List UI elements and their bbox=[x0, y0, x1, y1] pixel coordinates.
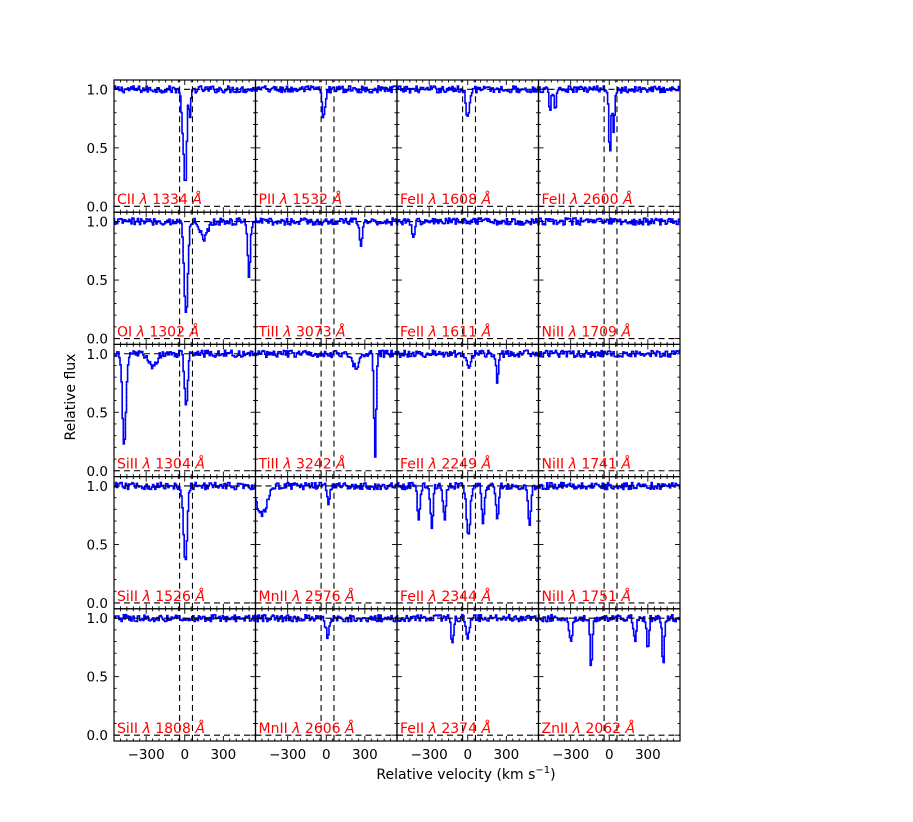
y-tick-label: 0.5 bbox=[87, 141, 108, 157]
x-tick-label: 0 bbox=[463, 747, 472, 763]
panel-label: TiII λ 3242 Å bbox=[258, 456, 346, 473]
panel-label: OI λ 1302 Å bbox=[117, 323, 199, 340]
x-tick-label: −300 bbox=[269, 747, 306, 763]
panel-label: NiII λ 1751 Å bbox=[542, 588, 631, 605]
y-tick-label: 1.0 bbox=[87, 347, 108, 363]
panel-znii-2062: ZnII λ 2062 Å −300 0 300 bbox=[537, 608, 681, 763]
spectrum-line bbox=[114, 349, 256, 445]
panel-mnii-2576: MnII λ 2576 Å bbox=[254, 476, 398, 610]
panel-tiii-3242: TiII λ 3242 Å bbox=[254, 343, 398, 478]
spectrum-line bbox=[538, 217, 680, 226]
x-tick-label: 300 bbox=[352, 747, 378, 763]
panel-pii-1532: PII λ 1532 Å bbox=[254, 79, 398, 213]
panel-niii-1751: NiII λ 1751 Å bbox=[537, 476, 681, 610]
y-tick-label: 0.0 bbox=[87, 464, 108, 480]
panel-label: FeII λ 1608 Å bbox=[400, 191, 491, 208]
spectrum-line bbox=[538, 349, 680, 358]
spectrum-line bbox=[397, 85, 539, 117]
spectrum-line bbox=[255, 217, 397, 247]
panel-label: MnII λ 2576 Å bbox=[259, 588, 355, 605]
panel-siii-1808: SiII λ 1808 Å 0.0 0.5 1.0 −300 0 300 bbox=[87, 608, 257, 763]
panel-label: FeII λ 2374 Å bbox=[400, 720, 491, 737]
panel-label: NiII λ 1741 Å bbox=[542, 456, 631, 473]
spectrum-line bbox=[114, 613, 256, 623]
panel-niii-1709: NiII λ 1709 Å bbox=[537, 211, 681, 345]
spectrum-line bbox=[114, 217, 256, 313]
panel-label: SiII λ 1304 Å bbox=[117, 456, 205, 473]
panel-oi-1302: OI λ 1302 Å 0.0 0.5 1.0 bbox=[87, 211, 257, 348]
panel-label: FeII λ 2344 Å bbox=[400, 588, 491, 605]
panel-label: PII λ 1532 Å bbox=[259, 191, 343, 208]
panel-label: SiII λ 1808 Å bbox=[117, 720, 205, 737]
spectrum-line bbox=[255, 614, 397, 640]
spectrum-line bbox=[397, 481, 539, 535]
panel-label: MnII λ 2606 Å bbox=[259, 720, 355, 737]
blended-line bbox=[538, 614, 680, 666]
y-tick-label: 1.0 bbox=[87, 82, 108, 98]
panel-feii-1608: FeII λ 1608 Å bbox=[396, 79, 540, 213]
blended-line bbox=[114, 349, 256, 445]
panel-cii-1334: CII λ 1334 Å 0.0 0.5 1.0 bbox=[87, 79, 257, 215]
x-axis-label: Relative velocity (km s−1) bbox=[376, 765, 555, 783]
panel-label: FeII λ 2249 Å bbox=[400, 456, 491, 473]
panel-siii-1304: SiII λ 1304 Å 0.0 0.5 1.0 bbox=[87, 343, 257, 480]
y-tick-label: 0.0 bbox=[87, 596, 108, 612]
spectrum-line bbox=[255, 481, 397, 518]
panel-label: NiII λ 1709 Å bbox=[542, 323, 631, 340]
spectrum-line bbox=[114, 85, 256, 182]
panel-mnii-2606: MnII λ 2606 Å −300 0 300 bbox=[254, 608, 398, 763]
panel-siii-1526: SiII λ 1526 Å 0.0 0.5 1.0 bbox=[87, 476, 257, 612]
y-tick-label: 1.0 bbox=[87, 611, 108, 627]
panel-feii-2374: FeII λ 2374 Å −300 0 300 bbox=[396, 608, 540, 763]
panels-layer: CII λ 1334 Å 0.0 0.5 1.0 PII λ 1532 Å FeII λ … bbox=[87, 79, 681, 763]
panel-feii-2249: FeII λ 2249 Å bbox=[396, 343, 540, 478]
spectrum-line bbox=[538, 85, 680, 152]
spectrum-line bbox=[397, 613, 539, 644]
panel-feii-2344: FeII λ 2344 Å bbox=[396, 476, 540, 610]
spectrum-line bbox=[397, 349, 539, 384]
y-tick-label: 0.0 bbox=[87, 199, 108, 215]
y-tick-label: 0.0 bbox=[87, 332, 108, 348]
panel-feii-1611: FeII λ 1611 Å bbox=[396, 211, 540, 345]
blended-line bbox=[397, 481, 539, 535]
panel-tiii-3073: TiII λ 3073 Å bbox=[254, 211, 398, 345]
x-tick-label: −300 bbox=[552, 747, 589, 763]
spectrum-line bbox=[114, 481, 256, 561]
x-tick-label: −300 bbox=[411, 747, 448, 763]
panel-label: CII λ 1334 Å bbox=[117, 191, 202, 208]
spectrum-line bbox=[397, 217, 539, 238]
panel-label: FeII λ 1611 Å bbox=[400, 323, 491, 340]
panel-label: TiII λ 3073 Å bbox=[258, 323, 346, 340]
panel-feii-2600: FeII λ 2600 Å bbox=[537, 79, 681, 213]
y-tick-label: 0.5 bbox=[87, 537, 108, 553]
y-tick-label: 1.0 bbox=[87, 479, 108, 495]
panel-label: SiII λ 1526 Å bbox=[117, 588, 205, 605]
y-axis-label: Relative flux bbox=[63, 354, 79, 441]
x-tick-label: −300 bbox=[128, 747, 165, 763]
x-tick-label: 300 bbox=[635, 747, 661, 763]
panel-label: ZnII λ 2062 Å bbox=[542, 720, 636, 737]
spectrum-line bbox=[255, 85, 397, 119]
panel-label: FeII λ 2600 Å bbox=[542, 191, 633, 208]
x-tick-label: 300 bbox=[493, 747, 519, 763]
y-tick-label: 0.0 bbox=[87, 728, 108, 744]
x-tick-label: 0 bbox=[605, 747, 614, 763]
y-tick-label: 0.5 bbox=[87, 273, 108, 289]
y-tick-label: 0.5 bbox=[87, 670, 108, 686]
panel-niii-1741: NiII λ 1741 Å bbox=[537, 343, 681, 478]
spectrum-line bbox=[538, 613, 680, 667]
y-tick-label: 1.0 bbox=[87, 215, 108, 231]
x-tick-label: 300 bbox=[210, 747, 236, 763]
x-tick-label: 0 bbox=[322, 747, 331, 763]
y-tick-label: 0.5 bbox=[87, 405, 108, 421]
x-tick-label: 0 bbox=[180, 747, 189, 763]
